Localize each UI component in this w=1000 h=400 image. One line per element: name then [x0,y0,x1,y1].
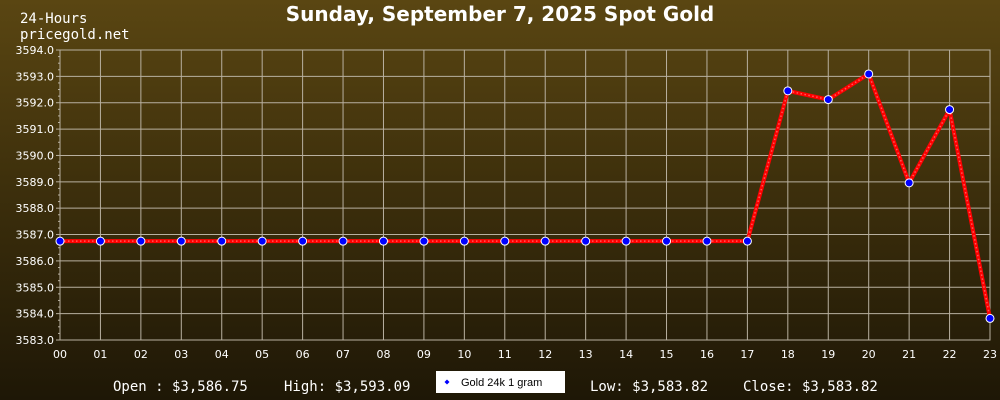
data-point [176,236,186,246]
close-price: Close: $3,583.82 [743,379,878,395]
data-point [500,236,510,246]
x-tick-label: 03 [174,348,188,361]
data-point [702,236,712,246]
y-tick-label: 3587.0 [16,229,55,242]
x-tick-label: 06 [296,348,310,361]
x-tick-label: 13 [579,348,593,361]
y-tick-label: 3590.0 [16,149,55,162]
chart-title: Sunday, September 7, 2025 Spot Gold [286,2,715,26]
data-point [459,236,469,246]
data-point [621,236,631,246]
series-line [60,71,992,319]
grid [59,49,991,341]
legend-label: Gold 24k 1 gram [461,377,542,389]
x-tick-label: 00 [53,348,67,361]
x-tick-label: 20 [862,348,876,361]
series [55,69,995,323]
data-point [378,236,388,246]
data-point [257,236,267,246]
stats-bar: Open : $3,586.75 High: $3,593.09 Gold 24… [113,371,878,395]
x-tick-label: 16 [700,348,714,361]
y-tick-label: 3588.0 [16,202,55,215]
data-point [985,313,995,323]
corner-label-hours: 24-Hours [20,11,87,27]
data-point [662,236,672,246]
y-tick-label: 3585.0 [16,281,55,294]
legend: Gold 24k 1 gram [436,371,565,393]
series-line-texture [60,72,991,319]
x-tick-label: 04 [215,348,229,361]
y-tick-labels: 3583.0 3584.0 3585.0 3586.0 3587.0 3588.0 3589… [16,44,55,347]
y-tick-label: 3591.0 [16,123,55,136]
data-point [217,236,227,246]
legend-marker-icon [444,379,450,385]
y-tick-label: 3593.0 [16,70,55,83]
x-tick-label: 01 [93,348,107,361]
x-tick-label: 19 [821,348,835,361]
x-tick-label: 23 [983,348,997,361]
x-tick-label: 10 [457,348,471,361]
x-tick-label: 02 [134,348,148,361]
y-tick-label: 3594.0 [16,44,55,57]
y-tick-label: 3584.0 [16,308,55,321]
x-tick-label: 08 [376,348,390,361]
x-tick-label: 17 [740,348,754,361]
plot-area-border [59,49,991,341]
x-tick-label: 15 [660,348,674,361]
x-tick-label: 09 [417,348,431,361]
data-point [783,86,793,96]
data-point [298,236,308,246]
x-tick-label: 14 [619,348,633,361]
data-point [540,236,550,246]
data-point [581,236,591,246]
x-tick-label: 12 [538,348,552,361]
data-point [742,236,752,246]
y-tick-label: 3583.0 [16,334,55,347]
data-point [904,178,914,188]
axes [56,49,991,341]
x-tick-label: 07 [336,348,350,361]
open-price: Open : $3,586.75 [113,379,248,395]
y-tick-label: 3589.0 [16,176,55,189]
high-price: High: $3,593.09 [284,379,410,395]
data-point [55,236,65,246]
y-tick-label: 3592.0 [16,97,55,110]
x-tick-label: 11 [498,348,512,361]
x-tick-label: 05 [255,348,269,361]
data-point [945,105,955,115]
data-point [864,69,874,79]
data-point [95,236,105,246]
data-point [338,236,348,246]
legend-box [436,371,565,393]
data-point [823,95,833,105]
x-tick-label: 18 [781,348,795,361]
corner-label-site: pricegold.net [20,27,130,43]
y-tick-label: 3586.0 [16,255,55,268]
x-tick-label: 22 [943,348,957,361]
x-tick-label: 21 [902,348,916,361]
data-point [419,236,429,246]
data-point [136,236,146,246]
x-tick-labels: 00 01 02 03 04 05 06 07 08 09 10 11 12 13 14 15 16 17 18 19… [53,348,997,361]
low-price: Low: $3,583.82 [590,379,708,395]
